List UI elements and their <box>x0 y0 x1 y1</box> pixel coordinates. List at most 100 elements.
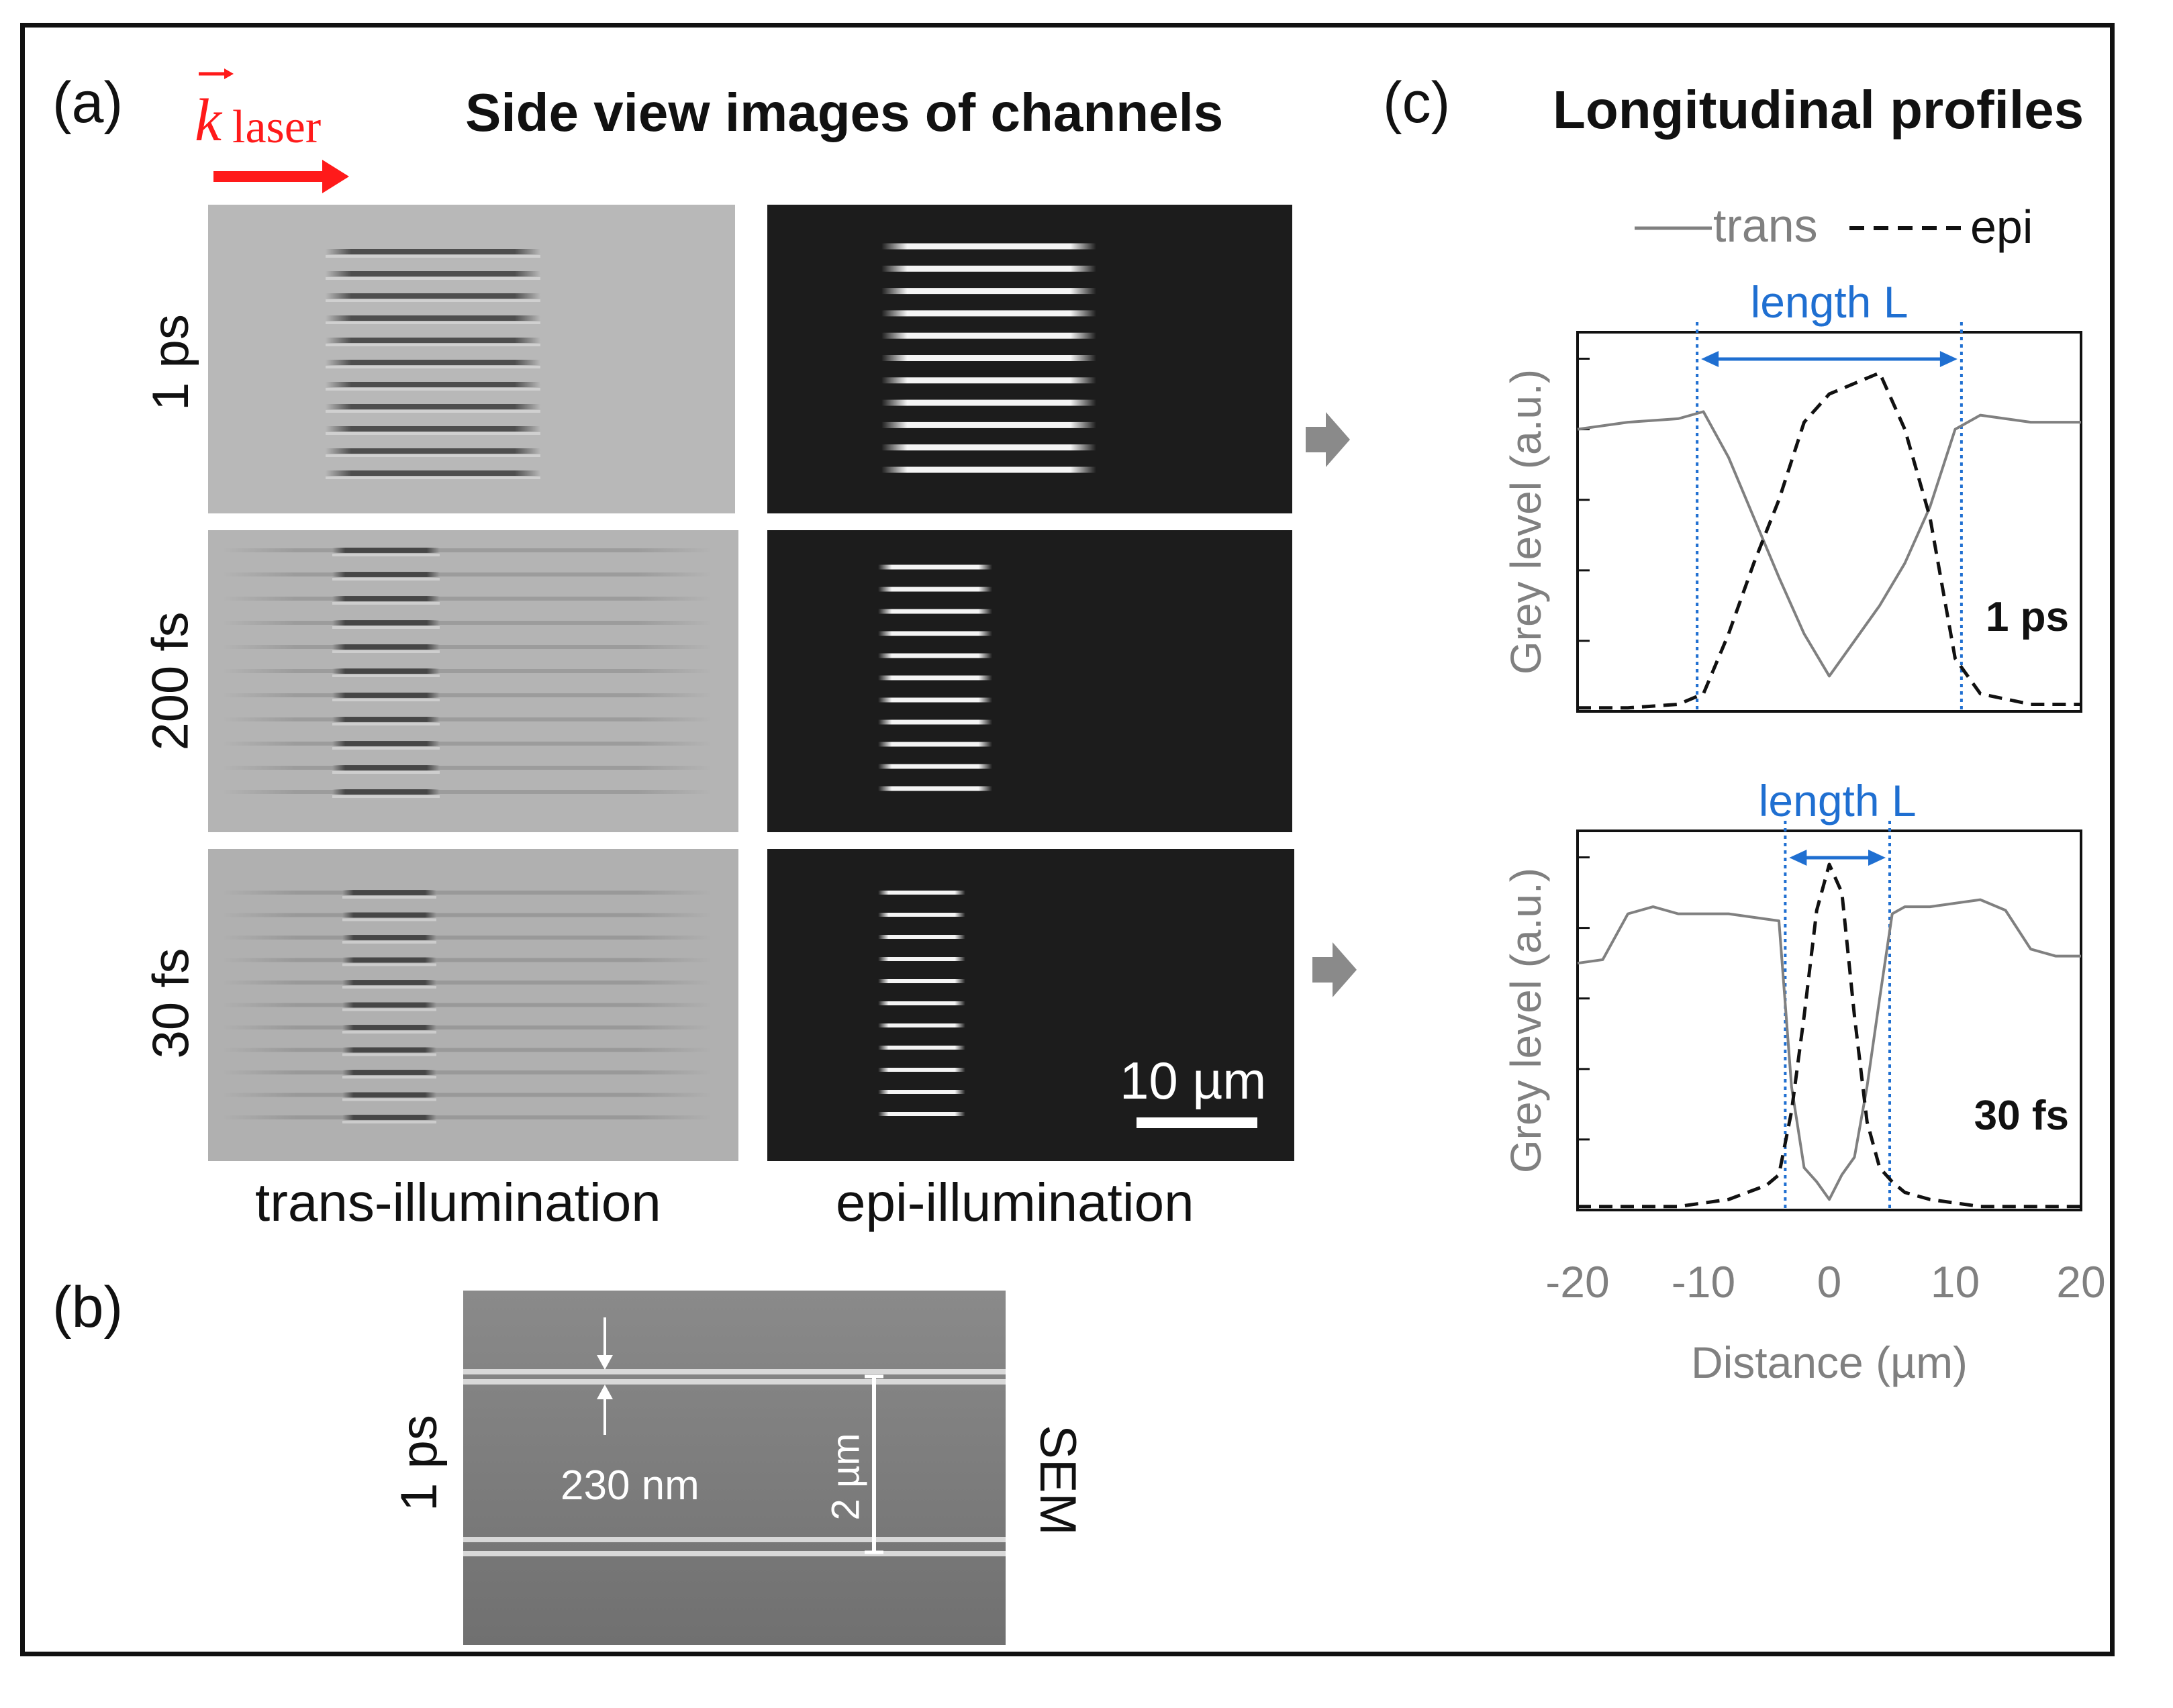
arrow-right-icon <box>1312 942 1357 997</box>
channel-line <box>878 1112 965 1116</box>
channel-line <box>326 360 540 365</box>
arrow-down-icon <box>597 1355 613 1370</box>
arrow-left-icon <box>1789 850 1807 866</box>
channel-line <box>881 355 1096 361</box>
chart-legend: trans epi <box>1635 199 2033 253</box>
laser-direction-arrow-icon <box>322 160 349 193</box>
channel-line <box>881 421 1096 428</box>
channel-line <box>326 249 540 254</box>
channel-line <box>326 382 540 387</box>
channel-line <box>326 426 540 432</box>
faint-channel <box>222 936 712 940</box>
faint-channel <box>222 958 712 962</box>
k-subscript: laser <box>232 101 322 153</box>
series-trans <box>1577 898 2081 1201</box>
arrow-right-icon <box>1306 412 1350 467</box>
channel-line <box>881 243 1096 250</box>
row-label-200fs: 200 fs <box>142 611 200 751</box>
channel-line <box>878 935 965 939</box>
faint-channel <box>222 742 712 746</box>
micrograph-epi-200fs <box>767 530 1292 832</box>
row-label-30fs: 30 fs <box>142 948 200 1059</box>
k-symbol: k <box>195 87 222 154</box>
channel-line <box>342 1025 436 1030</box>
series-epi <box>1578 371 2081 710</box>
channel-line <box>326 315 540 321</box>
title-c: Longitudinal profiles <box>1553 80 2084 140</box>
channel-line <box>342 1070 436 1075</box>
channel-line <box>326 293 540 299</box>
vector-arrow-icon <box>199 68 349 193</box>
faint-channel <box>222 621 712 625</box>
sem-width-label: 230 nm <box>561 1462 699 1509</box>
faint-channel <box>222 981 712 985</box>
channel-line <box>342 890 436 895</box>
channel-line <box>332 668 440 674</box>
channel-line <box>342 912 436 918</box>
channel-line <box>878 675 992 681</box>
col-label-trans: trans-illumination <box>255 1172 661 1232</box>
panel-c-label: (c) <box>1383 70 1451 135</box>
arrow-right-icon <box>1868 850 1886 866</box>
micrograph-epi-1ps <box>767 205 1292 513</box>
faint-channel <box>222 1115 712 1119</box>
k-laser-annotation: k laser <box>195 59 363 193</box>
channel-line <box>881 332 1096 339</box>
faint-channel <box>222 913 712 917</box>
channel-line <box>332 596 440 601</box>
channel-line <box>342 980 436 985</box>
x-tick-label: 0 <box>1817 1257 1842 1307</box>
faint-channel <box>222 1070 712 1074</box>
panel-a-label: (a) <box>52 70 124 135</box>
channel-line <box>332 717 440 722</box>
channel-line <box>332 548 440 553</box>
channel-line <box>881 399 1096 406</box>
micrograph-trans-30fs <box>208 849 738 1161</box>
channel-line <box>878 979 965 983</box>
channel-line <box>878 1090 965 1094</box>
panel-b-label: (b) <box>52 1275 124 1340</box>
sem-side-label-wrap: SEM <box>1007 1425 1108 1536</box>
channel-line <box>326 338 540 343</box>
plot-frame <box>1576 830 2082 1211</box>
x-tick-label: 20 <box>2056 1257 2105 1307</box>
figure-frame <box>20 23 2115 1656</box>
channel-line <box>878 697 992 703</box>
x-tick-label: -20 <box>1545 1257 1609 1307</box>
channel-line <box>342 1092 436 1098</box>
channel-line <box>881 288 1096 295</box>
sem-spacing-label: 2 µm <box>824 1432 868 1521</box>
faint-channel <box>222 572 712 576</box>
sem-channel-wall <box>463 1379 1006 1385</box>
faint-channel <box>222 693 712 697</box>
micrograph-epi-30fs <box>767 849 1294 1161</box>
channel-line <box>878 719 992 725</box>
series-trans <box>1577 410 2081 678</box>
sem-channel-wall <box>463 1537 1006 1542</box>
channel-line <box>878 564 992 570</box>
plot-annotation: 30 fs <box>1974 1093 2069 1139</box>
channel-line <box>878 609 992 614</box>
channel-line <box>878 1023 965 1027</box>
sem-image <box>463 1291 1006 1645</box>
legend-trans-label: trans <box>1713 199 1818 252</box>
y-axis-label: Grey level (a.u.) <box>1502 868 1550 1173</box>
plot-annotation: 1 ps <box>1986 594 2069 640</box>
channel-line <box>326 448 540 454</box>
faint-channel <box>222 891 712 895</box>
scalebar <box>1137 1117 1257 1128</box>
sem-row-label: 1 ps <box>391 1415 448 1511</box>
x-axis-label: Distance (µm) <box>1691 1338 1968 1387</box>
channel-line <box>878 913 965 917</box>
faint-channel <box>222 645 712 649</box>
sem-channel-wall <box>463 1369 1006 1374</box>
channel-line <box>878 1001 965 1005</box>
faint-channel <box>222 790 712 794</box>
chart-panel-2: Grey level (a.u.) length L 30 fs -20 -10 0 10 2… <box>1502 776 2106 1387</box>
faint-channel <box>222 1003 712 1007</box>
plot-frame <box>1576 331 2082 713</box>
scalebar-label: 10 µm <box>1120 1051 1267 1110</box>
faint-channel <box>222 1093 712 1097</box>
sem-spacing-label-wrap: 2 µm <box>806 1432 886 1521</box>
